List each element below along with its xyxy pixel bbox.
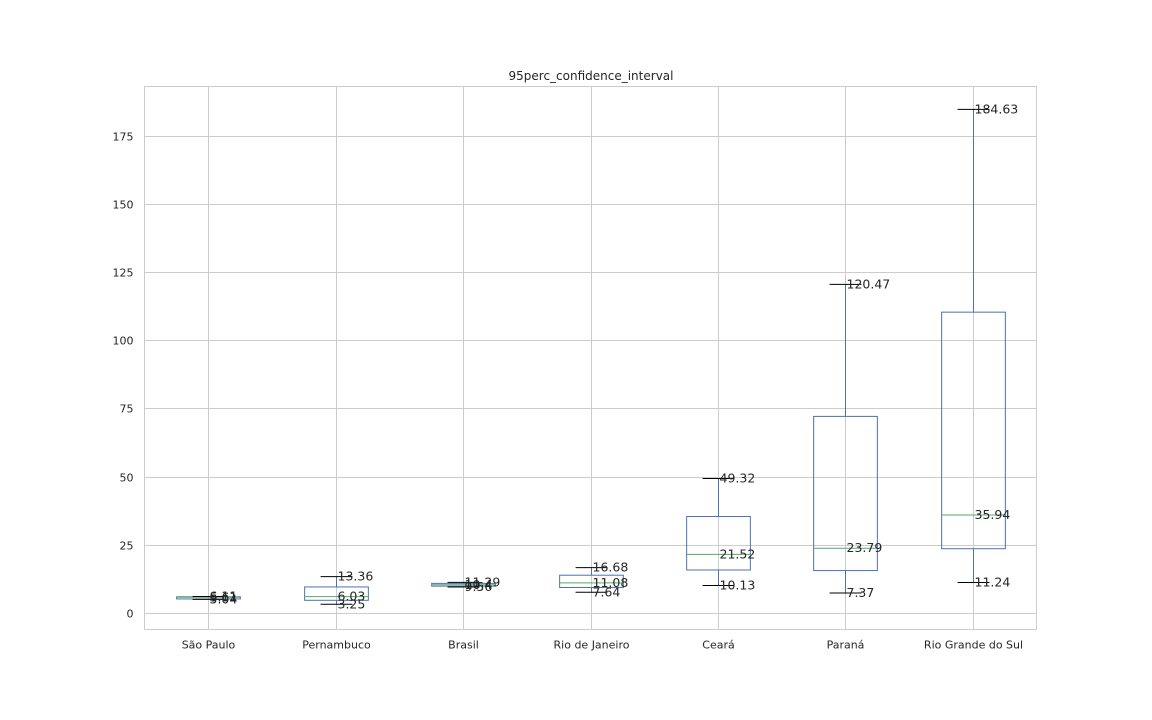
- iqr-box: [813, 415, 878, 572]
- y-tick-label: 75: [120, 403, 134, 416]
- value-annotation: 10.13: [720, 577, 756, 592]
- tick-layer: 0 25 50 75 100 125 150 175 São Paulo Pernambuco Br…: [113, 131, 1024, 652]
- y-tick-label: 125: [113, 267, 134, 280]
- x-tick-label: Brasil: [448, 639, 479, 652]
- value-annotation: 120.47: [847, 276, 891, 291]
- value-annotation: 11.29: [465, 574, 501, 589]
- x-tick-label: Ceará: [702, 639, 734, 652]
- value-annotation: 13.36: [338, 569, 374, 584]
- y-tick-label: 100: [113, 335, 134, 348]
- value-annotation: 49.32: [720, 471, 756, 486]
- y-tick-label: 150: [113, 199, 134, 212]
- value-annotation: 3.25: [338, 596, 366, 611]
- plot-frame: [144, 86, 1037, 630]
- iqr-box: [559, 574, 624, 588]
- iqr-box: [686, 516, 751, 571]
- value-annotation: 11.24: [975, 574, 1011, 589]
- box-layer: [176, 108, 1006, 605]
- x-tick-label: Rio de Janeiro: [554, 639, 630, 652]
- value-annotation: 6.03: [338, 589, 366, 604]
- value-annotation: 23.79: [847, 540, 883, 555]
- value-annotation: 6.11: [210, 588, 238, 603]
- value-annotation: 9.56: [465, 579, 493, 594]
- value-annotation: 5.61: [210, 589, 238, 604]
- value-annotation: 7.64: [593, 584, 621, 599]
- x-tick-label: São Paulo: [182, 639, 236, 652]
- x-tick-label: Paraná: [827, 639, 865, 652]
- value-annotation: 184.63: [975, 101, 1019, 116]
- x-tick-label: Pernambuco: [302, 639, 371, 652]
- value-annotation: 21.52: [720, 546, 756, 561]
- iqr-box: [941, 311, 1006, 550]
- y-tick-label: 175: [113, 131, 134, 144]
- value-annotation: 16.68: [593, 560, 629, 575]
- value-annotation: 10.4: [465, 577, 493, 592]
- iqr-box: [304, 586, 369, 601]
- y-tick-label: 0: [127, 608, 134, 621]
- chart-title: 95perc_confidence_interval: [509, 69, 674, 83]
- grid-layer: [144, 86, 1037, 630]
- y-tick-label: 50: [120, 472, 134, 485]
- value-annotation: 7.37: [847, 585, 875, 600]
- value-annotation: 35.94: [975, 507, 1011, 522]
- x-tick-label: Rio Grande do Sul: [924, 639, 1023, 652]
- value-annotation: 5.04: [210, 591, 238, 606]
- value-annotation: 11.08: [593, 575, 629, 590]
- y-tick-label: 25: [120, 540, 134, 553]
